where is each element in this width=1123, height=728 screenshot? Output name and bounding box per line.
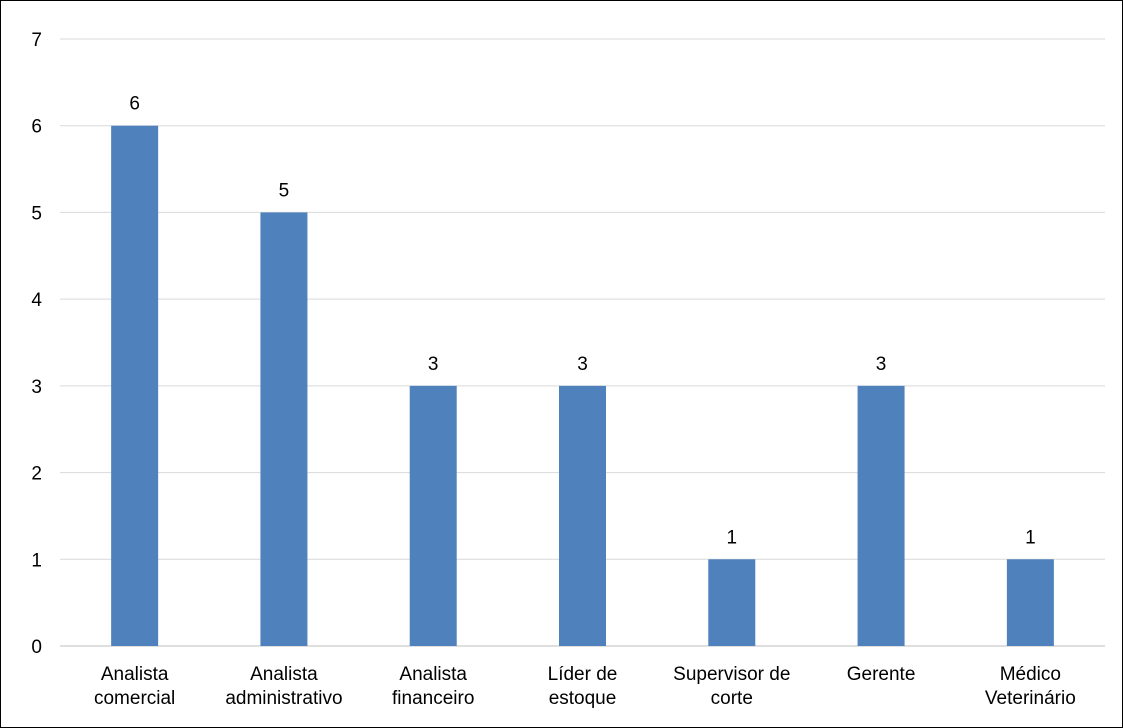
bar	[559, 385, 606, 646]
data-label: 3	[428, 354, 439, 375]
data-label: 1	[1025, 527, 1036, 548]
bar	[708, 559, 756, 646]
category-label-line: Analista	[399, 664, 467, 685]
data-label: 6	[129, 94, 140, 115]
y-axis-ticks: 0 1 2 3 4 5 6 7	[31, 30, 42, 658]
category-label-line: Médico	[1000, 664, 1061, 685]
category-label-line: Veterinário	[985, 688, 1076, 709]
category-label-line: Analista	[101, 664, 169, 685]
category-label-line: Gerente	[847, 664, 916, 685]
y-tick-label: 5	[31, 203, 42, 224]
category-label-line: financeiro	[392, 688, 474, 709]
category-label: Líder de estoque	[548, 664, 618, 709]
data-label: 5	[279, 180, 290, 201]
category-label-line: Líder de	[548, 664, 618, 685]
y-tick-label: 2	[31, 464, 42, 485]
bar	[111, 125, 159, 646]
data-label: 1	[726, 527, 737, 548]
data-label: 3	[577, 354, 588, 375]
category-label-line: administrativo	[225, 688, 342, 709]
category-label-line: Analista	[250, 664, 318, 685]
category-label: Analista comercial	[94, 664, 175, 709]
bar	[857, 385, 905, 646]
bars	[111, 125, 1054, 646]
category-label: Analista financeiro	[392, 664, 474, 709]
y-tick-label: 1	[31, 550, 42, 571]
category-label-line: comercial	[94, 688, 175, 709]
bar	[260, 212, 308, 646]
data-label: 3	[876, 354, 887, 375]
category-label-line: corte	[711, 688, 753, 709]
bar	[1006, 559, 1054, 646]
category-label: Supervisor de corte	[673, 664, 790, 709]
data-labels: 6 5 3 3 1 3 1	[129, 94, 1035, 549]
gridlines	[60, 38, 1105, 647]
y-tick-label: 4	[31, 290, 42, 311]
y-tick-label: 3	[31, 377, 42, 398]
bar	[409, 385, 457, 646]
category-label-line: Supervisor de	[673, 664, 790, 685]
category-label-line: estoque	[549, 688, 617, 709]
category-label: Analista administrativo	[225, 664, 342, 709]
y-tick-label: 6	[31, 117, 42, 138]
category-label: Médico Veterinário	[985, 664, 1076, 709]
y-tick-label: 0	[31, 637, 42, 658]
y-tick-label: 7	[31, 30, 42, 51]
category-label: Gerente	[847, 664, 916, 685]
